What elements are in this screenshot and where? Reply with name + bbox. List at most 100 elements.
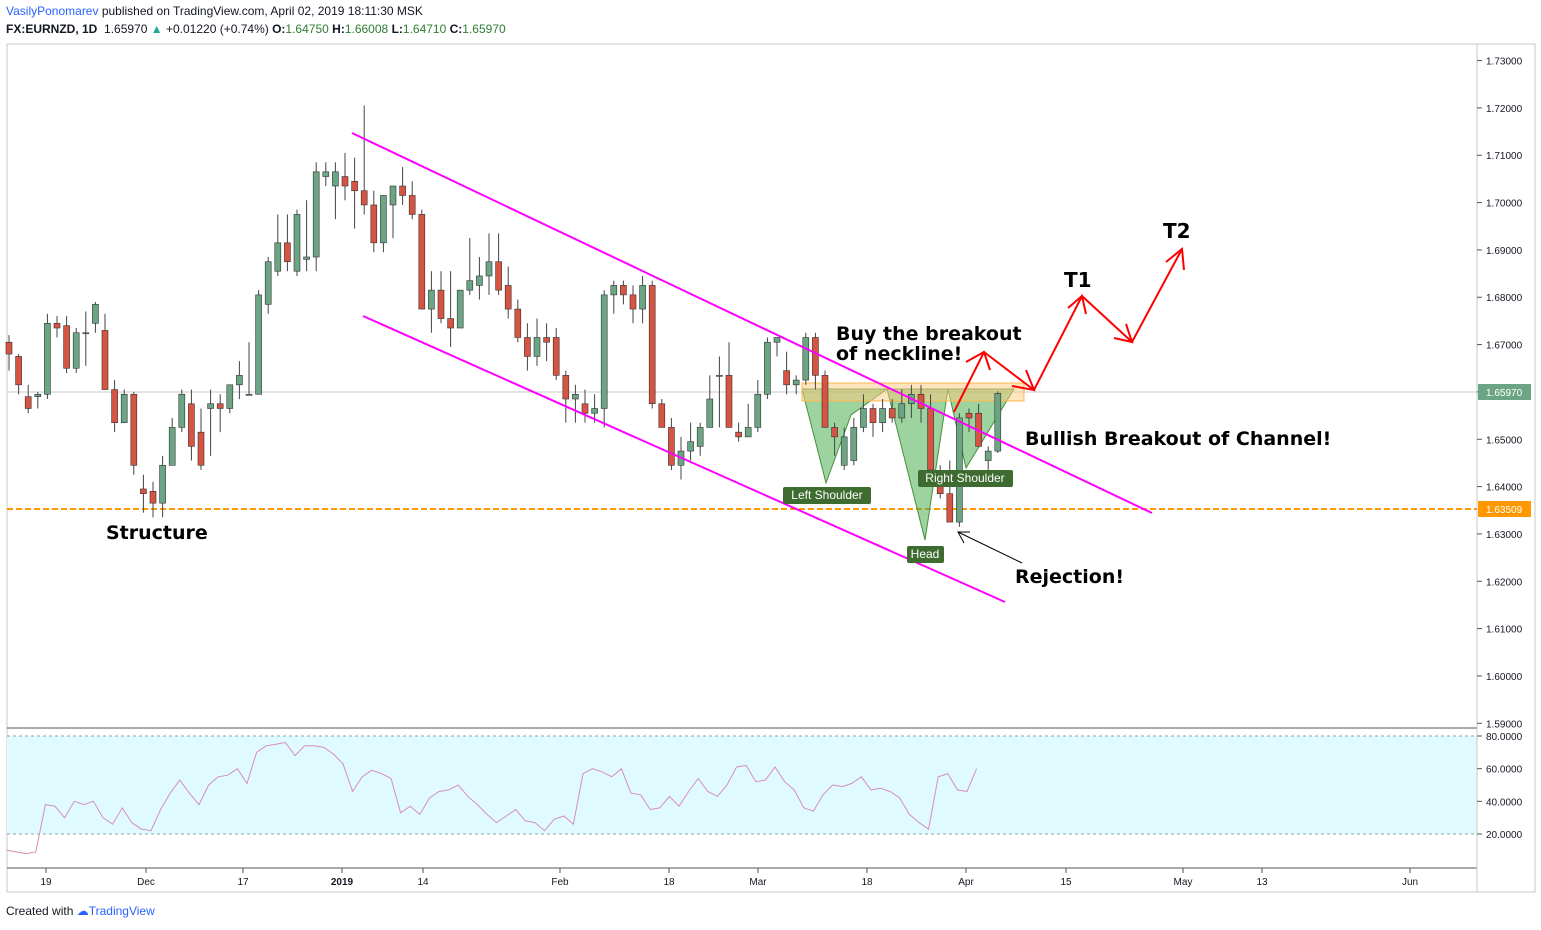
price-tick-label: 1.59000 xyxy=(1486,719,1523,730)
date-tick-label: May xyxy=(1174,877,1193,888)
publisher-line: VasilyPonomarev published on TradingView… xyxy=(6,4,423,18)
bull-candle xyxy=(639,285,646,310)
bull-candle xyxy=(696,427,704,447)
date-tick-label: Apr xyxy=(958,877,974,888)
bear-candle xyxy=(783,370,790,386)
bull-candle xyxy=(120,393,128,423)
footer: Created with ☁TradingView xyxy=(6,904,155,918)
rsi-tick-label: 40.0000 xyxy=(1486,797,1523,808)
bull-candle xyxy=(207,403,214,409)
bull-candle xyxy=(994,393,1002,452)
candles-group xyxy=(5,105,1002,527)
tradingview-logo-icon: ☁ xyxy=(76,904,89,918)
bear-candle xyxy=(543,337,550,343)
rejection-arrowhead xyxy=(957,531,970,544)
inverse-head-shoulders xyxy=(801,382,1025,541)
arrowhead-neckline xyxy=(1011,369,1036,392)
left-shoulder-label: Left Shoulder xyxy=(791,488,862,502)
low-value: 1.64710 xyxy=(402,22,447,36)
bear-candle xyxy=(15,356,22,386)
bear-candle xyxy=(869,408,877,423)
date-tick-label: Mar xyxy=(749,877,767,888)
price-tick-label: 1.70000 xyxy=(1486,199,1523,210)
bear-candle xyxy=(284,242,291,263)
bear-candle xyxy=(495,261,502,291)
bull-candle xyxy=(984,450,992,461)
arrowhead-buy xyxy=(965,350,991,371)
date-tick-label: 14 xyxy=(417,877,429,888)
bear-candle xyxy=(418,214,426,310)
bull-candle xyxy=(255,294,262,395)
t1-annotation: T1 xyxy=(1064,268,1092,292)
bull-candle xyxy=(82,332,90,335)
left-shoulder-label-bg xyxy=(783,487,871,504)
bull-candle xyxy=(716,375,723,377)
projection-path xyxy=(953,248,1183,413)
support-price-badge xyxy=(1478,501,1531,517)
bull-candle xyxy=(72,332,80,369)
price-tick-label: 1.72000 xyxy=(1486,104,1523,115)
bull-candle xyxy=(236,375,243,386)
open-value: 1.64750 xyxy=(285,22,329,36)
bear-candle xyxy=(888,408,896,419)
t2-annotation: T2 xyxy=(1163,219,1191,243)
bull-candle xyxy=(754,393,762,428)
bear-candle xyxy=(360,190,368,206)
bear-candle xyxy=(399,185,406,196)
bull-candle xyxy=(600,294,608,409)
channel-upper-line xyxy=(351,132,1153,514)
rsi-tick-label: 20.0000 xyxy=(1486,830,1523,841)
bull-candle xyxy=(322,171,330,177)
bear-candle xyxy=(140,488,147,494)
date-tick-label: 17 xyxy=(237,877,249,888)
author-link[interactable]: VasilyPonomarev xyxy=(6,4,99,18)
tradingview-link[interactable]: TradingView xyxy=(88,904,155,918)
bear-candle xyxy=(63,325,70,369)
open-label: O: xyxy=(272,22,286,36)
bear-candle xyxy=(24,396,32,409)
bull-candle xyxy=(533,337,541,357)
up-triangle-icon: ▲ xyxy=(150,22,163,36)
bear-candle xyxy=(629,294,637,310)
date-tick-label: 18 xyxy=(663,877,675,888)
channel-lower-line xyxy=(362,315,1006,603)
bullish-annotation: Bullish Breakout of Channel! xyxy=(1025,428,1331,450)
rejection-arrow-line xyxy=(957,531,1023,564)
bear-candle xyxy=(831,427,838,438)
bull-candle xyxy=(34,393,42,397)
bear-candle xyxy=(648,285,656,405)
date-tick-label: Dec xyxy=(137,877,155,888)
rsi-axis-ticks: 80.0000 60.0000 40.0000 20.0000 xyxy=(1477,732,1523,841)
bear-candle xyxy=(725,375,733,428)
bear-candle xyxy=(946,493,954,523)
pattern-labels: Left Shoulder Right Shoulder Head xyxy=(783,470,1013,563)
bear-candle xyxy=(668,427,675,466)
bull-candle xyxy=(572,393,579,400)
bear-candle xyxy=(504,285,512,310)
head-label-bg xyxy=(907,546,944,563)
bull-candle xyxy=(840,436,848,466)
date-tick-label: 18 xyxy=(861,877,873,888)
low-label: L: xyxy=(391,22,403,36)
bull-candle xyxy=(303,256,310,260)
bear-candle xyxy=(927,408,934,471)
bull-candle xyxy=(428,289,435,310)
price-tick-label: 1.62000 xyxy=(1486,577,1523,588)
bull-candle xyxy=(591,408,598,414)
price-tick-label: 1.60000 xyxy=(1486,672,1523,683)
rsi-tick-label: 80.0000 xyxy=(1486,732,1523,743)
bull-candle xyxy=(744,427,752,438)
high-value: 1.66008 xyxy=(344,22,389,36)
bull-candle xyxy=(245,393,253,396)
rsi-tick-label: 60.0000 xyxy=(1486,765,1523,776)
bull-candle xyxy=(312,171,320,258)
bull-candle xyxy=(687,441,694,452)
date-axis-ticks: 19 Dec 17 2019 14 Feb 18 Mar 18 Apr 15 May 13 Jun xyxy=(40,868,1418,888)
rsi-line xyxy=(6,741,978,855)
price-tick-label: 1.61000 xyxy=(1486,625,1523,636)
close-label: C: xyxy=(449,22,463,36)
created-with-text: Created with xyxy=(6,904,74,918)
bull-candle xyxy=(168,427,176,466)
projection-arrows xyxy=(953,247,1185,413)
